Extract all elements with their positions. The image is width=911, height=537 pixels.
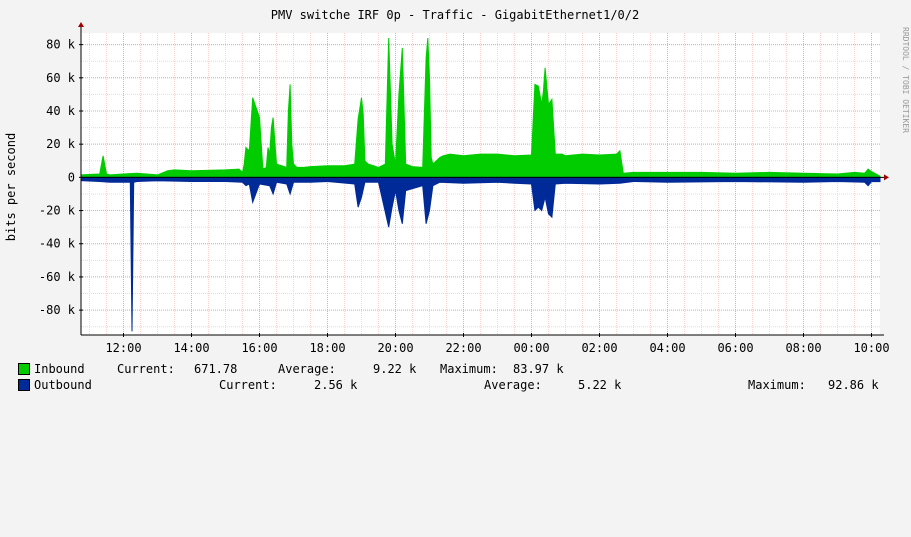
outbound-current-value: 2.56 k	[314, 378, 358, 392]
inbound-average-value: 9.22 k	[373, 362, 417, 376]
outbound-current-label: Current:	[219, 378, 277, 392]
y-tick-label: -60 k	[39, 270, 76, 284]
y-tick-label: -80 k	[39, 303, 76, 317]
outbound-swatch	[18, 379, 30, 391]
legend-row-inbound: Inbound Current: 671.78 Average: 9.22 k …	[0, 361, 564, 377]
chart-title: PMV switche IRF 0p - Traffic - GigabitEt…	[271, 8, 639, 22]
x-tick-label: 02:00	[581, 341, 617, 355]
inbound-legend-name: Inbound	[34, 362, 85, 376]
inbound-maximum-value: 83.97 k	[513, 362, 564, 376]
x-tick-label: 22:00	[445, 341, 481, 355]
y-axis-arrow-icon	[78, 22, 84, 27]
y-tick-label: -40 k	[39, 237, 76, 251]
series-area-outbound	[80, 176, 881, 332]
series-area-inbound	[80, 37, 881, 178]
y-tick-label: -20 k	[39, 204, 76, 218]
outbound-maximum-label: Maximum:	[748, 378, 806, 392]
x-tick-label: 14:00	[173, 341, 209, 355]
y-tick-label: 20 k	[46, 137, 76, 151]
y-axis-label: bits per second	[4, 133, 18, 241]
inbound-current-label: Current:	[117, 362, 175, 376]
x-tick-label: 08:00	[785, 341, 821, 355]
axes-layer	[78, 22, 889, 337]
x-axis-arrow-icon	[884, 174, 889, 181]
x-tick-label: 04:00	[649, 341, 685, 355]
inbound-average-label: Average:	[278, 362, 336, 376]
outbound-legend-name: Outbound	[34, 378, 92, 392]
x-tick-label: 20:00	[377, 341, 413, 355]
inbound-maximum-label: Maximum:	[440, 362, 498, 376]
inbound-swatch	[18, 363, 30, 375]
x-tick-label: 00:00	[513, 341, 549, 355]
x-tick-label: 10:00	[853, 341, 889, 355]
series-layer	[80, 37, 881, 332]
y-tick-label: 0	[68, 170, 75, 184]
x-tick-label: 18:00	[309, 341, 345, 355]
x-tick-label: 12:00	[105, 341, 141, 355]
x-tick-label: 06:00	[717, 341, 753, 355]
inbound-current-value: 671.78	[194, 362, 238, 376]
traffic-chart: 80 k 60 k 40 k 20 k 0 -20 k -40 k -60 k -80 k 12:…	[4, 8, 910, 355]
legend-row-outbound: Outbound Current: 2.56 k Average: 5.22 k…	[0, 377, 879, 393]
tick-labels: 80 k 60 k 40 k 20 k 0 -20 k -40 k -60 k -80 k 12:…	[39, 38, 890, 355]
y-tick-label: 60 k	[46, 71, 76, 85]
outbound-average-label: Average:	[484, 378, 542, 392]
x-tick-label: 16:00	[241, 341, 277, 355]
graph-frame: 80 k 60 k 40 k 20 k 0 -20 k -40 k -60 k -80 k 12:…	[0, 8, 910, 393]
y-tick-label: 40 k	[46, 104, 76, 118]
rrdtool-watermark: RRDTOOL / TOBI OETIKER	[901, 27, 910, 133]
outbound-maximum-value: 92.86 k	[828, 378, 879, 392]
outbound-average-value: 5.22 k	[578, 378, 622, 392]
y-tick-label: 80 k	[46, 38, 76, 52]
